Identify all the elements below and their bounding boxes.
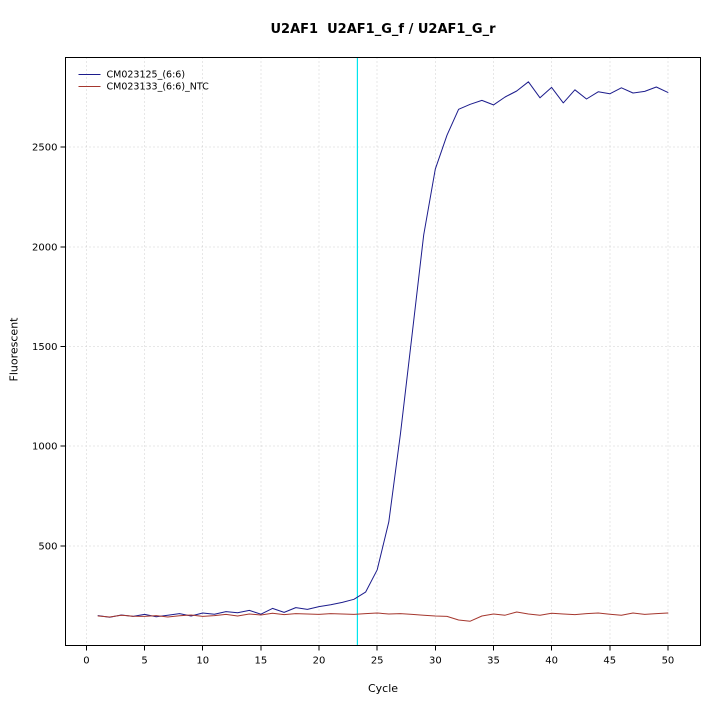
amplification-curve [97, 81, 669, 618]
x-tick-label: 50 [662, 656, 675, 667]
ntc-curve [97, 611, 669, 622]
x-axis-label: Cycle [367, 682, 399, 695]
x-tick-label: 30 [429, 656, 442, 667]
x-tick-label: 20 [313, 656, 326, 667]
legend-item-label: CM023133_(6:6)_NTC [107, 82, 210, 93]
gridlines [65, 57, 701, 646]
x-tick-label: 0 [83, 656, 89, 667]
plot-box [65, 57, 701, 646]
y-tick-label: 2000 [32, 242, 57, 253]
y-axis: 500 1000 1500 2000 2500 [32, 143, 66, 552]
x-tick-label: 5 [141, 656, 147, 667]
legend: CM023125_(6:6)CM023133_(6:6)_NTC [78, 70, 210, 93]
y-tick-label: 2500 [32, 143, 57, 154]
y-tick-label: 500 [38, 541, 57, 552]
x-tick-label: 15 [255, 656, 268, 667]
x-tick-label: 40 [545, 656, 558, 667]
chart-title: U2AF1 U2AF1_G_f / U2AF1_G_r [270, 22, 496, 37]
y-tick-label: 1500 [32, 342, 57, 353]
x-axis: 0 5 10 15 20 25 30 35 40 45 50 [83, 645, 675, 667]
x-tick-label: 25 [371, 656, 384, 667]
legend-item-label: CM023125_(6:6) [107, 70, 186, 81]
x-tick-label: 35 [487, 656, 500, 667]
y-tick-label: 1000 [32, 442, 57, 453]
x-tick-label: 45 [603, 656, 616, 667]
x-tick-label: 10 [196, 656, 209, 667]
